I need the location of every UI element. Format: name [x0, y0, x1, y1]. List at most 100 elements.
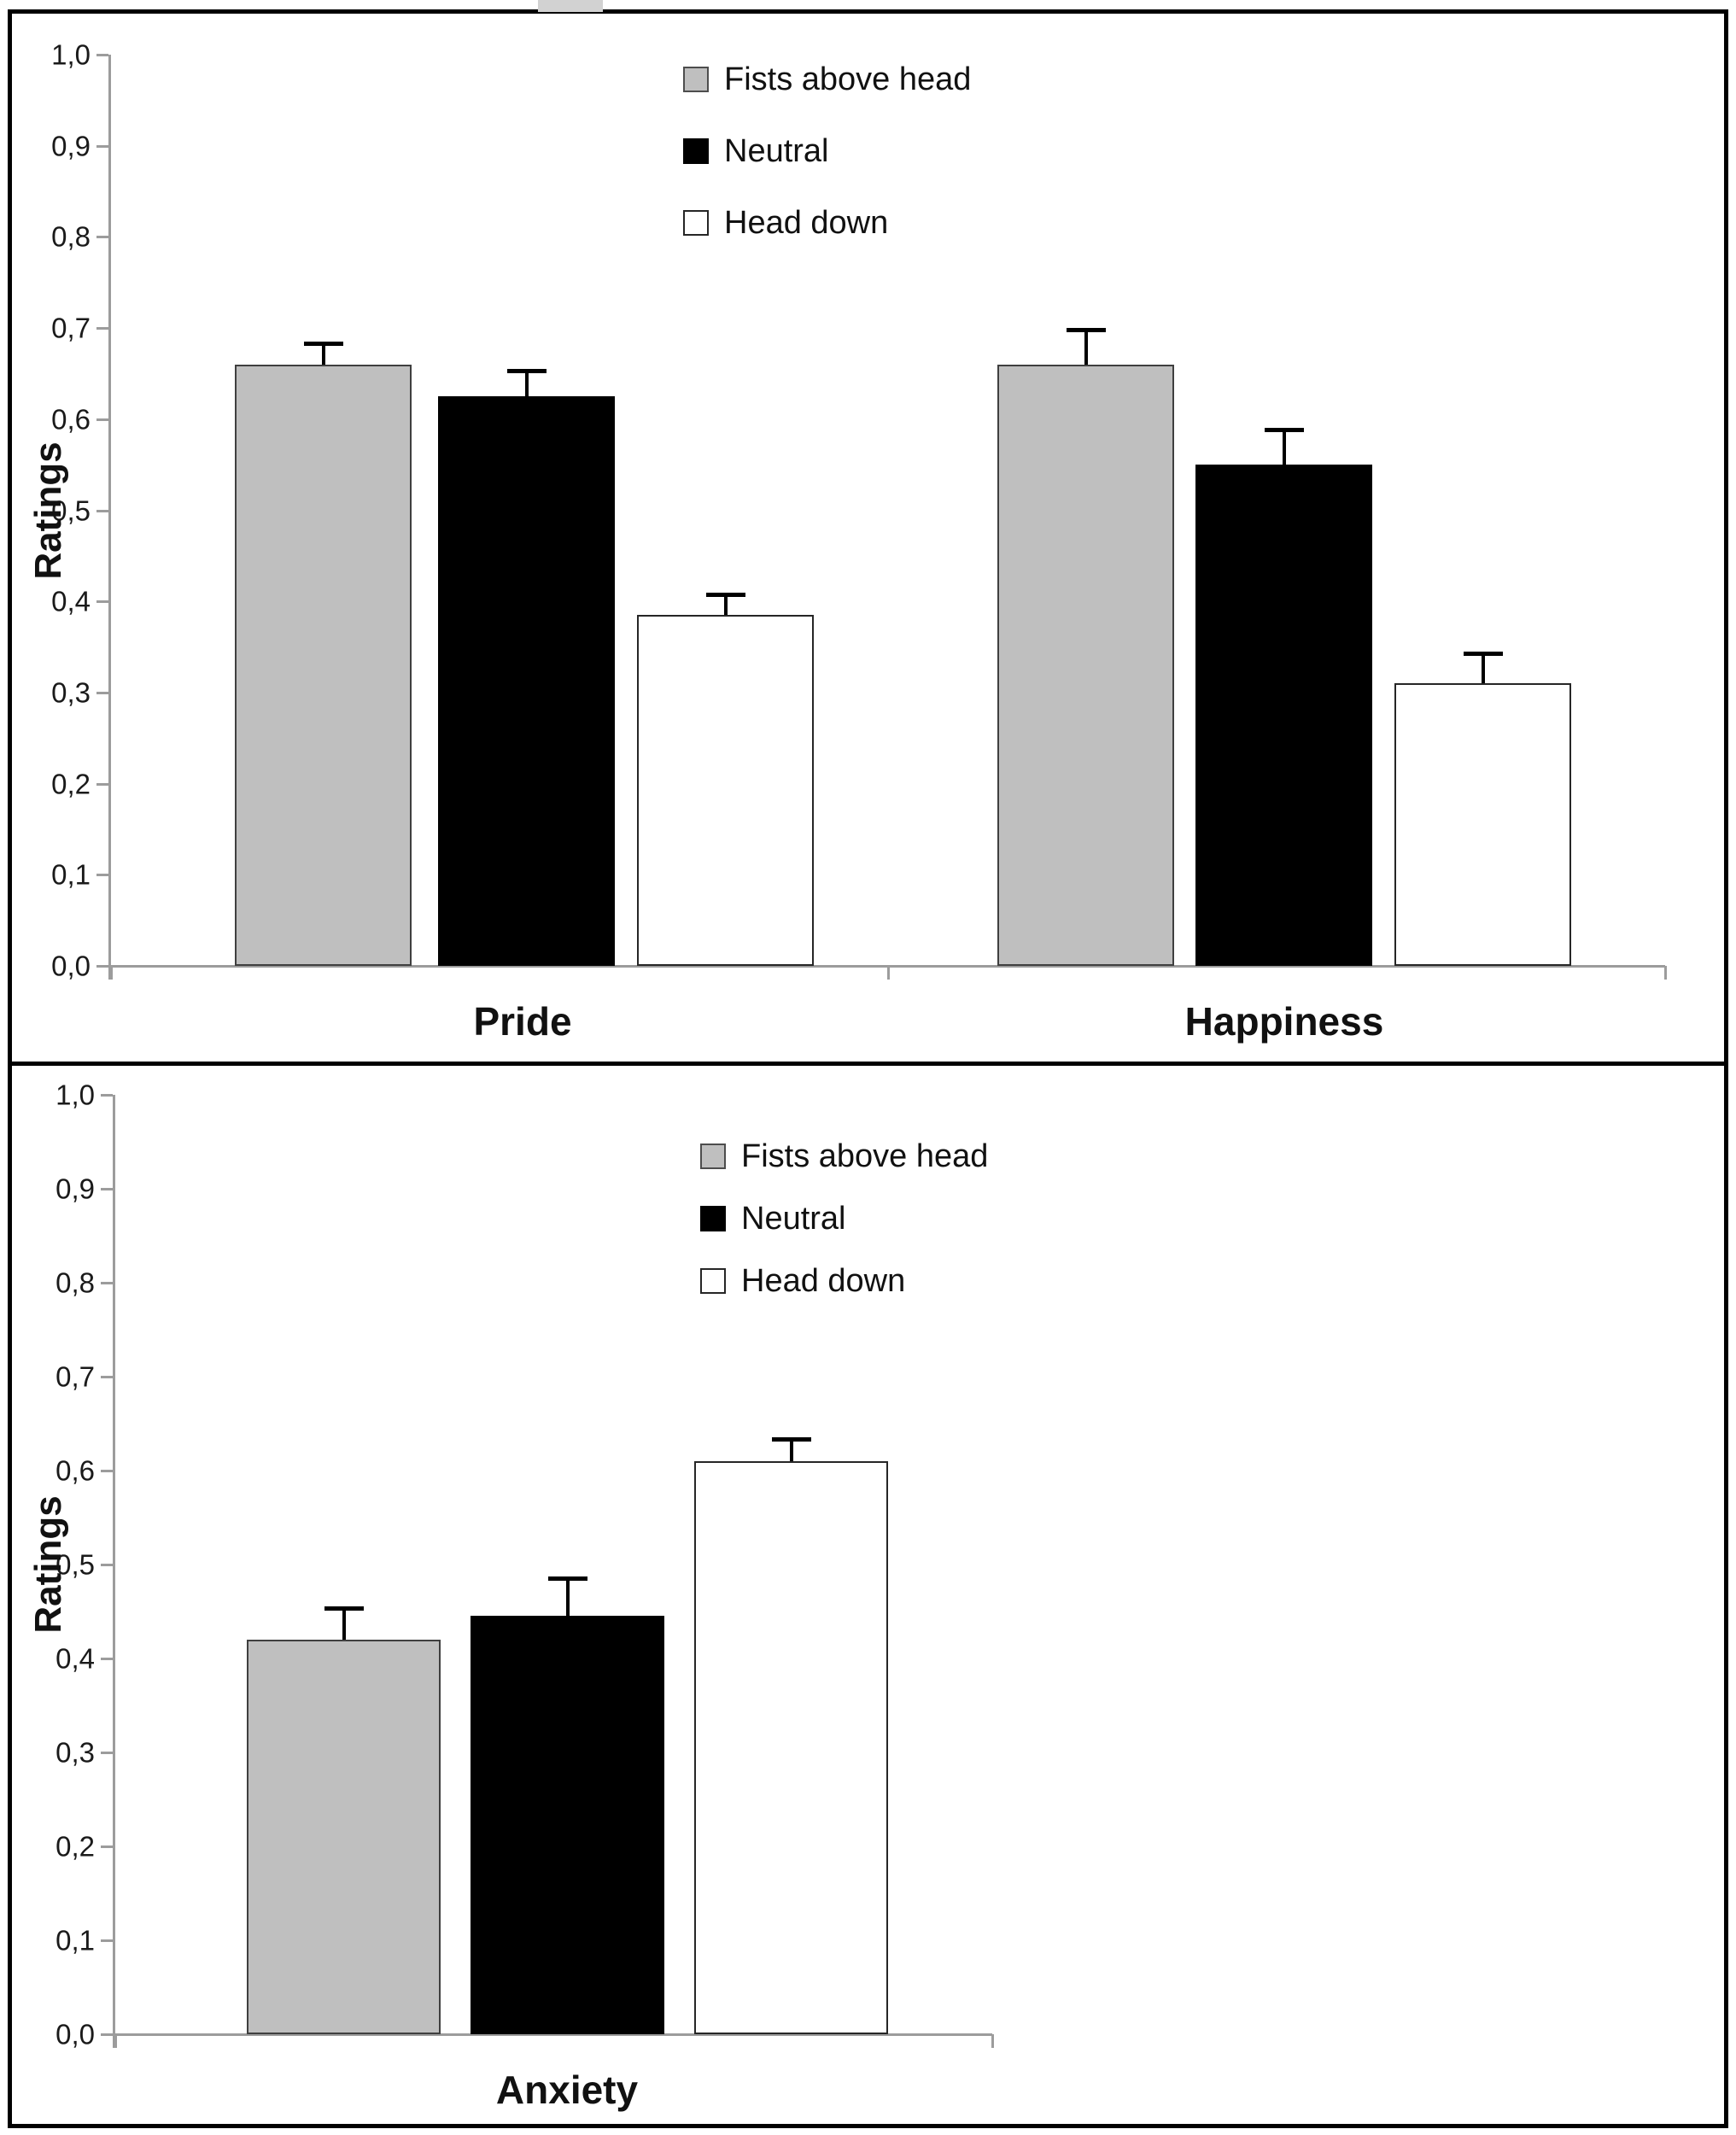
y-axis-line: [113, 1095, 115, 2048]
y-tick-label: 0,2: [51, 768, 91, 800]
error-cap-happiness-fists-above-head: [1066, 328, 1106, 332]
y-tick-label: 0,8: [56, 1266, 95, 1299]
y-tick-label: 0,9: [51, 130, 91, 162]
y-tick: [96, 54, 108, 56]
bar-pride-fists-above-head: [235, 365, 412, 966]
x-axis-line: [108, 965, 1665, 968]
bar-anxiety-neutral: [471, 1616, 664, 2034]
y-tick: [96, 600, 108, 604]
y-tick-label: 0,3: [56, 1736, 95, 1769]
x-axis-category-label-anxiety: Anxiety: [495, 2068, 639, 2112]
x-axis-end-tick: [991, 2034, 994, 2048]
error-cap-anxiety-fists-above-head: [324, 1606, 364, 1611]
bar-happiness-fists-above-head: [997, 365, 1174, 966]
y-tick-label: 0,4: [56, 1642, 95, 1675]
y-tick: [96, 874, 108, 877]
y-tick: [96, 327, 108, 330]
legend-label: Head down: [741, 1263, 906, 1299]
bar-pride-head-down: [637, 615, 814, 966]
error-cap-anxiety-head-down: [771, 1437, 811, 1442]
x-axis-end-tick: [1664, 966, 1667, 980]
y-tick: [101, 1658, 113, 1660]
y-tick: [101, 1376, 113, 1378]
y-tick: [101, 1752, 113, 1754]
bar-anxiety-fists-above-head: [247, 1640, 441, 2034]
legend-label: Fists above head: [724, 61, 972, 97]
y-tick-label: 0,6: [51, 403, 91, 436]
x-axis-category-label-happiness: Happiness: [1184, 999, 1384, 1044]
y-tick-label: 0,0: [51, 950, 91, 982]
error-cap-happiness-neutral: [1264, 428, 1304, 432]
y-tick: [101, 2033, 113, 2036]
legend-label: Neutral: [724, 133, 829, 169]
y-tick: [101, 1939, 113, 1942]
y-tick: [101, 1094, 113, 1097]
legend-swatch-fists-above-head: [683, 67, 709, 92]
y-tick-label: 0,2: [56, 1830, 95, 1863]
bar-happiness-neutral: [1195, 465, 1372, 966]
legend-swatch-head-down: [700, 1268, 726, 1294]
y-tick: [96, 236, 108, 239]
x-axis-category-label-pride: Pride: [473, 999, 572, 1044]
y-tick: [101, 1470, 113, 1472]
bar-anxiety-head-down: [694, 1461, 888, 2034]
bar-happiness-head-down: [1394, 683, 1571, 966]
y-tick-label: 0,0: [56, 2018, 95, 2050]
error-cap-pride-head-down: [705, 593, 745, 597]
y-tick: [96, 965, 108, 968]
y-axis-title-ratings: Ratings: [27, 1495, 69, 1634]
y-tick-label: 0,7: [51, 312, 91, 344]
legend-swatch-neutral: [683, 138, 709, 164]
panel-outer-border: [8, 9, 1728, 2128]
y-tick-label: 0,3: [51, 676, 91, 709]
error-whisker-happiness-head-down: [1481, 652, 1485, 683]
error-cap-pride-fists-above-head: [303, 342, 343, 346]
y-tick-label: 0,9: [56, 1173, 95, 1205]
y-tick: [101, 1564, 113, 1566]
x-axis-line: [113, 2033, 992, 2036]
x-axis-end-tick: [110, 966, 113, 980]
y-tick-label: 0,5: [51, 494, 91, 526]
error-whisker-anxiety-neutral: [565, 1576, 570, 1616]
error-whisker-anxiety-head-down: [789, 1437, 793, 1461]
y-tick: [96, 691, 108, 694]
y-tick: [101, 1188, 113, 1190]
y-axis-line: [108, 55, 111, 980]
error-whisker-pride-head-down: [723, 593, 728, 615]
legend-swatch-fists-above-head: [700, 1144, 726, 1169]
y-tick-label: 1,0: [56, 1079, 95, 1111]
legend-label: Fists above head: [741, 1138, 989, 1174]
error-cap-anxiety-neutral: [547, 1576, 587, 1581]
y-tick-label: 0,6: [56, 1454, 95, 1487]
y-tick-label: 1,0: [51, 38, 91, 71]
y-tick: [96, 418, 108, 421]
y-tick: [96, 144, 108, 148]
y-tick-label: 0,5: [56, 1548, 95, 1581]
error-whisker-happiness-fists-above-head: [1084, 328, 1088, 365]
x-axis-end-tick: [887, 966, 890, 980]
y-tick-label: 0,1: [51, 858, 91, 891]
legend-label: Neutral: [741, 1201, 846, 1237]
y-tick-label: 0,1: [56, 1924, 95, 1957]
top-edge-artifact: [538, 0, 603, 12]
error-whisker-anxiety-fists-above-head: [342, 1606, 346, 1640]
y-tick: [96, 782, 108, 786]
x-axis-end-tick: [114, 2034, 117, 2048]
y-tick: [101, 1282, 113, 1284]
error-whisker-happiness-neutral: [1282, 428, 1286, 465]
y-axis-title-ratings: Ratings: [27, 442, 69, 580]
error-cap-pride-neutral: [506, 369, 547, 373]
error-cap-happiness-head-down: [1463, 652, 1503, 656]
y-tick-label: 0,4: [51, 585, 91, 617]
y-tick: [101, 1845, 113, 1848]
y-tick: [96, 509, 108, 512]
panel-divider: [8, 1062, 1728, 1066]
error-whisker-pride-neutral: [524, 369, 529, 396]
legend-label: Head down: [724, 205, 889, 241]
y-tick-label: 0,8: [51, 220, 91, 253]
y-tick-label: 0,7: [56, 1360, 95, 1393]
bar-pride-neutral: [438, 396, 615, 966]
error-whisker-pride-fists-above-head: [321, 342, 325, 365]
